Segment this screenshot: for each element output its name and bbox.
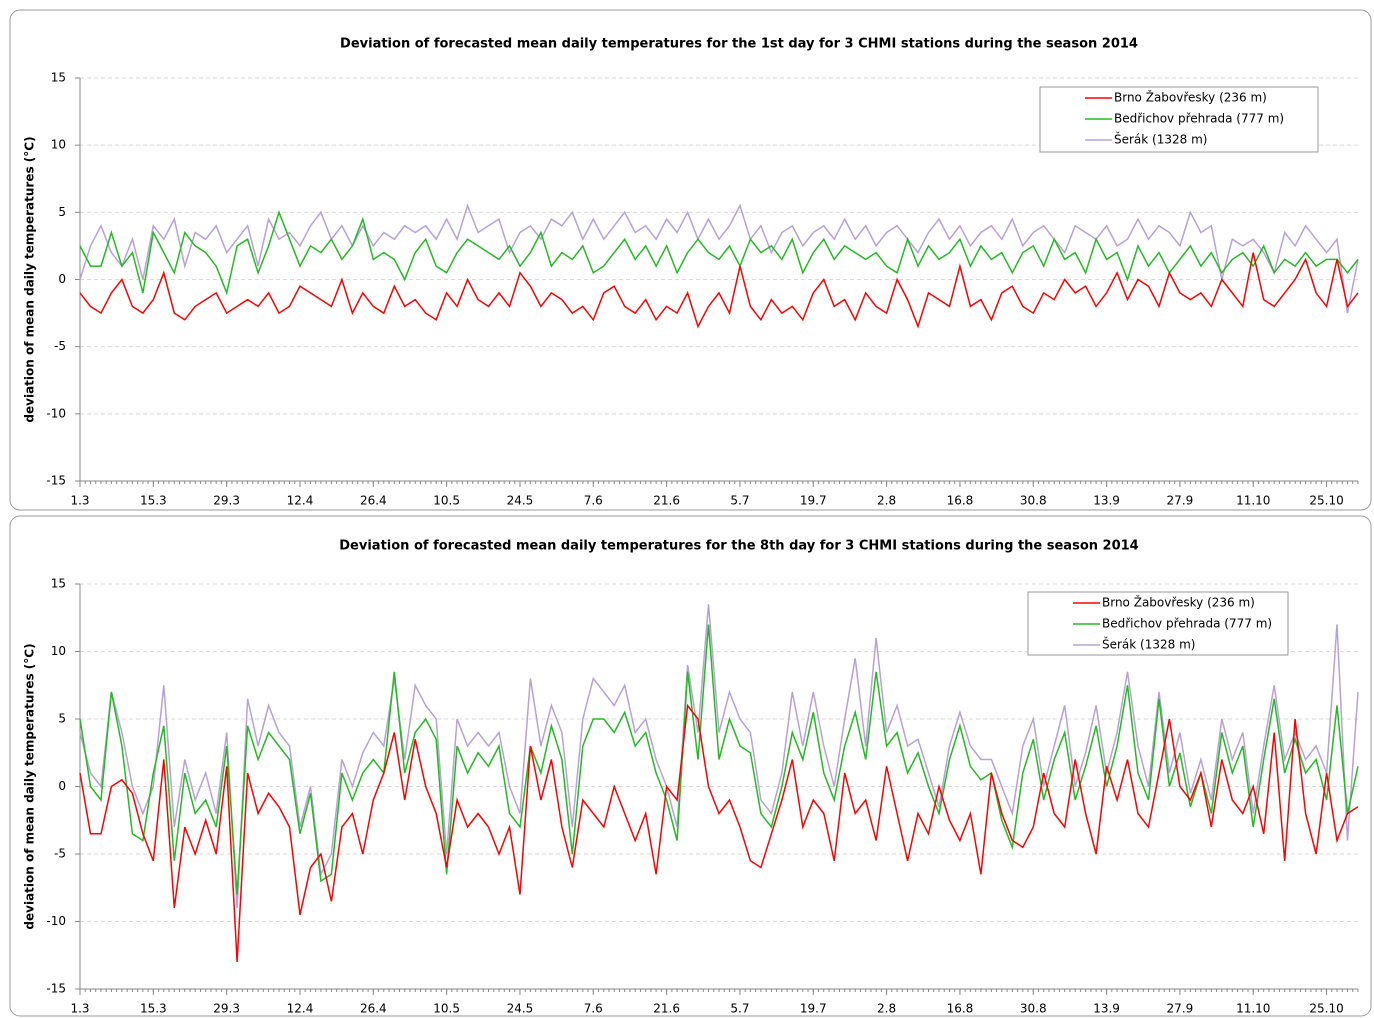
x-tick-label: 16.8 — [947, 1002, 974, 1016]
x-tick-label: 21.6 — [653, 494, 680, 508]
x-tick-label: 25.10 — [1309, 494, 1343, 508]
legend-box — [1027, 591, 1289, 656]
x-tick-label: 11.10 — [1236, 494, 1270, 508]
x-tick-label: 12.4 — [287, 1002, 314, 1016]
x-tick-label: 26.4 — [360, 1002, 387, 1016]
y-tick-label: -15 — [46, 474, 66, 488]
y-axis-label: deviation of mean daily temperatures (°C… — [23, 136, 37, 422]
panel — [9, 515, 1372, 1017]
x-tick-label: 16.8 — [947, 494, 974, 508]
x-tick-label: 5.7 — [730, 1002, 749, 1016]
x-tick-label: 2.8 — [877, 1002, 896, 1016]
legend-label: Brno Žabovřesky (236 m) — [1114, 90, 1267, 105]
y-tick-label: 15 — [51, 577, 66, 591]
x-tick-label: 25.10 — [1309, 1002, 1343, 1016]
chart-title: Deviation of forecasted mean daily tempe… — [339, 539, 1138, 554]
x-tick-label: 1.3 — [70, 1002, 89, 1016]
x-tick-label: 12.4 — [287, 494, 314, 508]
series-line — [79, 624, 1359, 895]
y-tick-label: 10 — [51, 138, 66, 152]
panel — [9, 9, 1372, 511]
x-tick-label: 24.5 — [507, 494, 534, 508]
x-tick-label: 19.7 — [800, 494, 827, 508]
x-tick-label: 15.3 — [140, 1002, 167, 1016]
x-tick-label: 15.3 — [140, 494, 167, 508]
legend-label: Šerák (1328 m) — [1102, 637, 1195, 652]
series-line — [79, 703, 1359, 963]
x-tick-label: 29.3 — [213, 494, 240, 508]
x-tick-label: 27.9 — [1167, 494, 1194, 508]
y-tick-label: -10 — [46, 914, 66, 928]
x-tick-label: 30.8 — [1020, 1002, 1047, 1016]
legend-label: Šerák (1328 m) — [1114, 132, 1207, 147]
legend-label: Bedřichov přehrada (777 m) — [1102, 617, 1272, 631]
x-tick-label: 19.7 — [800, 1002, 827, 1016]
x-tick-label: 7.6 — [584, 1002, 603, 1016]
y-tick-label: 0 — [58, 779, 66, 793]
x-tick-label: 29.3 — [213, 1002, 240, 1016]
y-tick-label: -15 — [46, 982, 66, 996]
x-tick-label: 24.5 — [507, 1002, 534, 1016]
y-tick-label: -5 — [54, 847, 66, 861]
chart-title: Deviation of forecasted mean daily tempe… — [340, 37, 1138, 52]
x-tick-label: 10.5 — [433, 494, 460, 508]
x-tick-label: 7.6 — [584, 494, 603, 508]
x-tick-label: 13.9 — [1093, 494, 1120, 508]
x-tick-label: 11.10 — [1236, 1002, 1270, 1016]
x-tick-label: 30.8 — [1020, 494, 1047, 508]
x-tick-label: 10.5 — [433, 1002, 460, 1016]
y-axis-label: deviation of mean daily temperatures (°C… — [23, 643, 37, 929]
y-tick-label: 5 — [58, 205, 66, 219]
x-tick-label: 21.6 — [653, 1002, 680, 1016]
y-tick-label: 5 — [58, 712, 66, 726]
y-tick-label: 0 — [58, 272, 66, 286]
x-tick-label: 1.3 — [70, 494, 89, 508]
x-tick-label: 26.4 — [360, 494, 387, 508]
series-line — [79, 210, 1359, 296]
y-tick-label: 10 — [51, 644, 66, 658]
x-tick-label: 27.9 — [1167, 1002, 1194, 1016]
y-tick-label: -10 — [46, 406, 66, 420]
series-line — [79, 252, 1359, 329]
y-tick-label: -5 — [54, 339, 66, 353]
legend-label: Brno Žabovřesky (236 m) — [1102, 595, 1255, 610]
series-line — [79, 604, 1359, 909]
x-tick-label: 2.8 — [877, 494, 896, 508]
y-tick-label: 15 — [51, 71, 66, 85]
series-line — [79, 203, 1359, 314]
x-tick-label: 5.7 — [730, 494, 749, 508]
x-tick-label: 13.9 — [1093, 1002, 1120, 1016]
legend-label: Bedřichov přehrada (777 m) — [1114, 112, 1284, 126]
